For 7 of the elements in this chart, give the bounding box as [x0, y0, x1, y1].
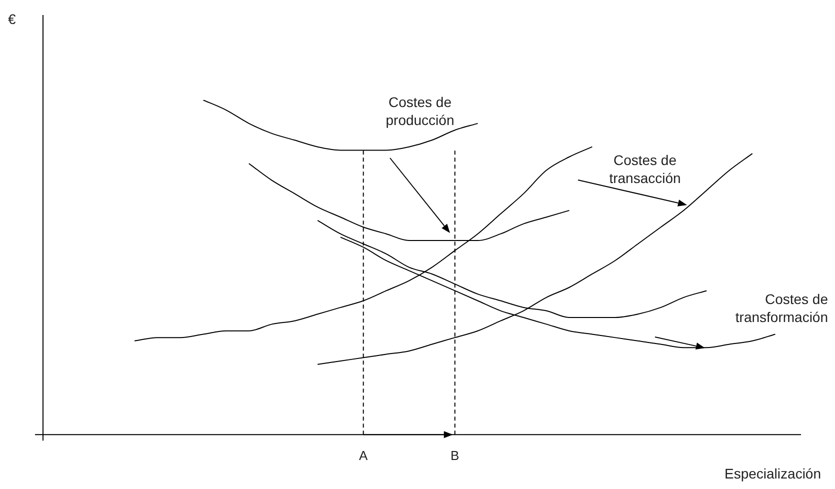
- x-axis-title: Especialización: [724, 465, 821, 482]
- x-tick-label: A: [359, 448, 368, 463]
- annotation: Costes de producción: [384, 93, 456, 129]
- x-tick-label: B: [450, 448, 460, 463]
- annotation: Costes de transacción: [608, 151, 682, 187]
- text: €: [8, 10, 17, 28]
- annotation: Costes de transformación: [734, 290, 828, 326]
